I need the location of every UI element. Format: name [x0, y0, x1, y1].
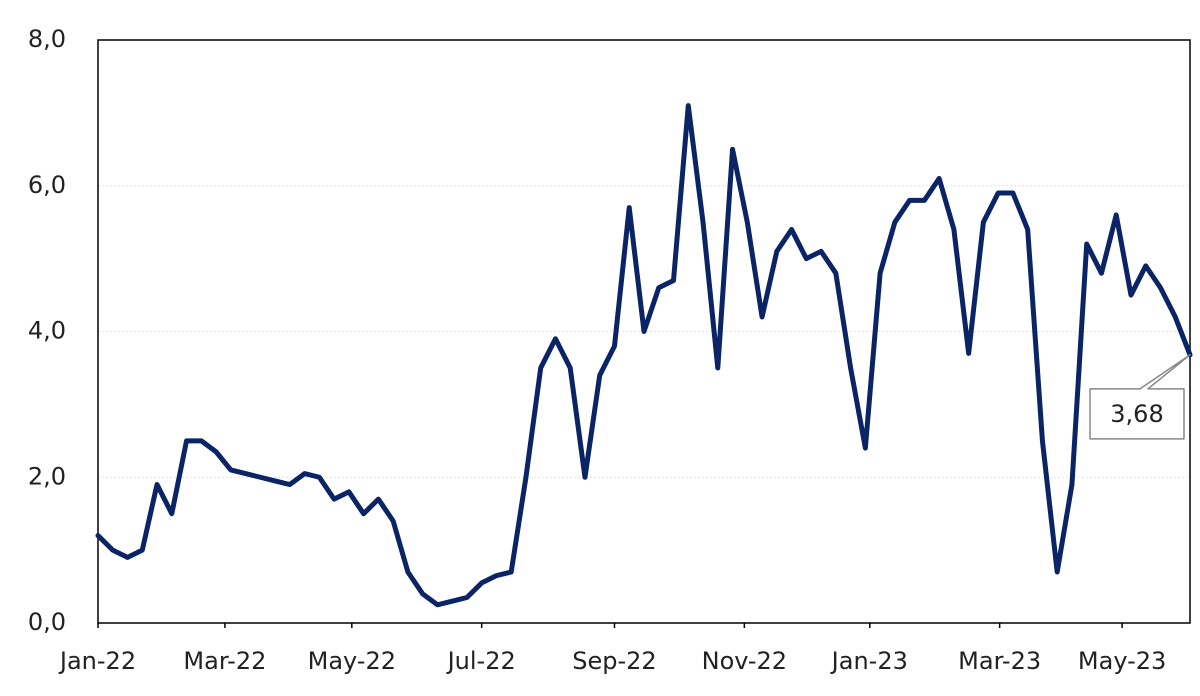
- x-tick-label: Jul-22: [446, 647, 516, 675]
- data-label: 3,68: [1110, 400, 1163, 428]
- y-tick-label: 2,0: [28, 462, 66, 490]
- plot-frame: [97, 39, 1191, 624]
- x-tick-label: Mar-23: [958, 647, 1041, 675]
- y-tick-label: 0,0: [28, 608, 66, 636]
- series-line: [95, 103, 1193, 608]
- x-tick-label: Sep-22: [572, 647, 656, 675]
- y-tick-label: 6,0: [28, 171, 66, 199]
- x-tick-label: Jan-22: [58, 647, 136, 675]
- x-tick-label: Jan-23: [830, 647, 908, 675]
- y-tick-label: 8,0: [28, 25, 66, 53]
- y-tick-label: 4,0: [28, 317, 66, 345]
- x-tick-label: Mar-22: [183, 647, 266, 675]
- callout-box: [1089, 354, 1191, 440]
- x-tick-label: May-22: [308, 647, 396, 675]
- x-tick-label: May-23: [1078, 647, 1166, 675]
- x-tick-label: Nov-22: [702, 647, 787, 675]
